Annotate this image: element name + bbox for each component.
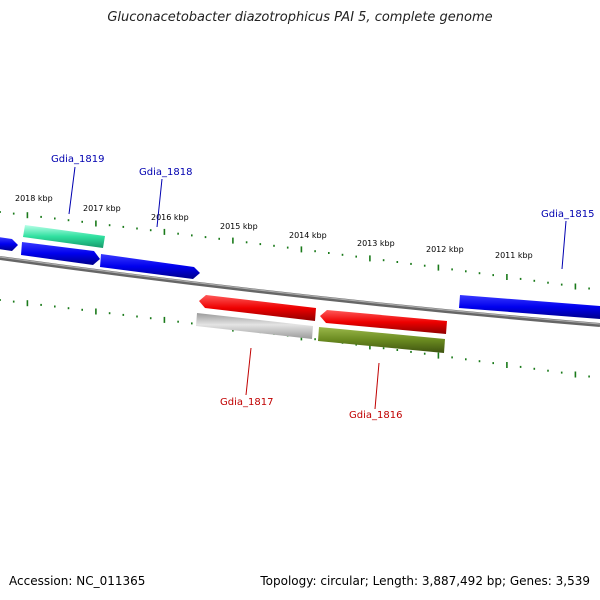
scale-label-2011: 2011 kbp — [495, 251, 533, 260]
scale-ticks-forward — [0, 211, 590, 290]
cds-feature-gdia-1818[interactable] — [100, 254, 200, 279]
genome-title: Gluconacetobacter diazotrophicus PAI 5, … — [107, 10, 493, 25]
gene-label-gdia-1817[interactable]: Gdia_1817 — [220, 397, 273, 408]
forward-strand-features — [0, 225, 600, 319]
scale-label-2016: 2016 kbp — [151, 213, 189, 222]
reverse-strand-features — [196, 295, 447, 353]
scale-label-2015: 2015 kbp — [220, 222, 258, 231]
other-feature-gdia-1816[interactable] — [318, 327, 445, 353]
scale-labels: 2018 kbp 2017 kbp 2016 kbp 2015 kbp 2014… — [15, 194, 533, 260]
cds-feature-gdia-1816[interactable] — [320, 310, 447, 334]
scale-label-2018: 2018 kbp — [15, 194, 53, 203]
gene-label-gdia-1818[interactable]: Gdia_1818 — [139, 167, 192, 178]
gene-label-gdia-1815[interactable]: Gdia_1815 — [541, 209, 594, 220]
genome-backbone-highlight — [0, 256, 600, 325]
pseudo-feature-gdia-1817[interactable] — [196, 313, 313, 339]
genome-summary-label: Topology: circular; Length: 3,887,492 bp… — [260, 574, 590, 588]
scale-label-2014: 2014 kbp — [289, 231, 327, 240]
cds-feature-left-edge[interactable] — [0, 237, 18, 251]
cds-feature-gdia-1817[interactable] — [199, 295, 316, 321]
cds-feature-gdia-1819-lower[interactable] — [21, 242, 100, 265]
scale-label-2012: 2012 kbp — [426, 245, 464, 254]
gene-label-gdia-1816[interactable]: Gdia_1816 — [349, 410, 402, 421]
gene-label-gdia-1819[interactable]: Gdia_1819 — [51, 154, 104, 165]
cds-feature-gdia-1815[interactable] — [459, 295, 600, 319]
gene-labels: Gdia_1819 Gdia_1818 Gdia_1815 Gdia_1817 … — [51, 154, 594, 421]
genome-backbone — [0, 256, 600, 327]
scale-label-2017: 2017 kbp — [83, 204, 121, 213]
accession-label: Accession: NC_011365 — [9, 574, 146, 588]
rna-feature-gdia-1819[interactable] — [23, 225, 105, 248]
scale-label-2013: 2013 kbp — [357, 239, 395, 248]
